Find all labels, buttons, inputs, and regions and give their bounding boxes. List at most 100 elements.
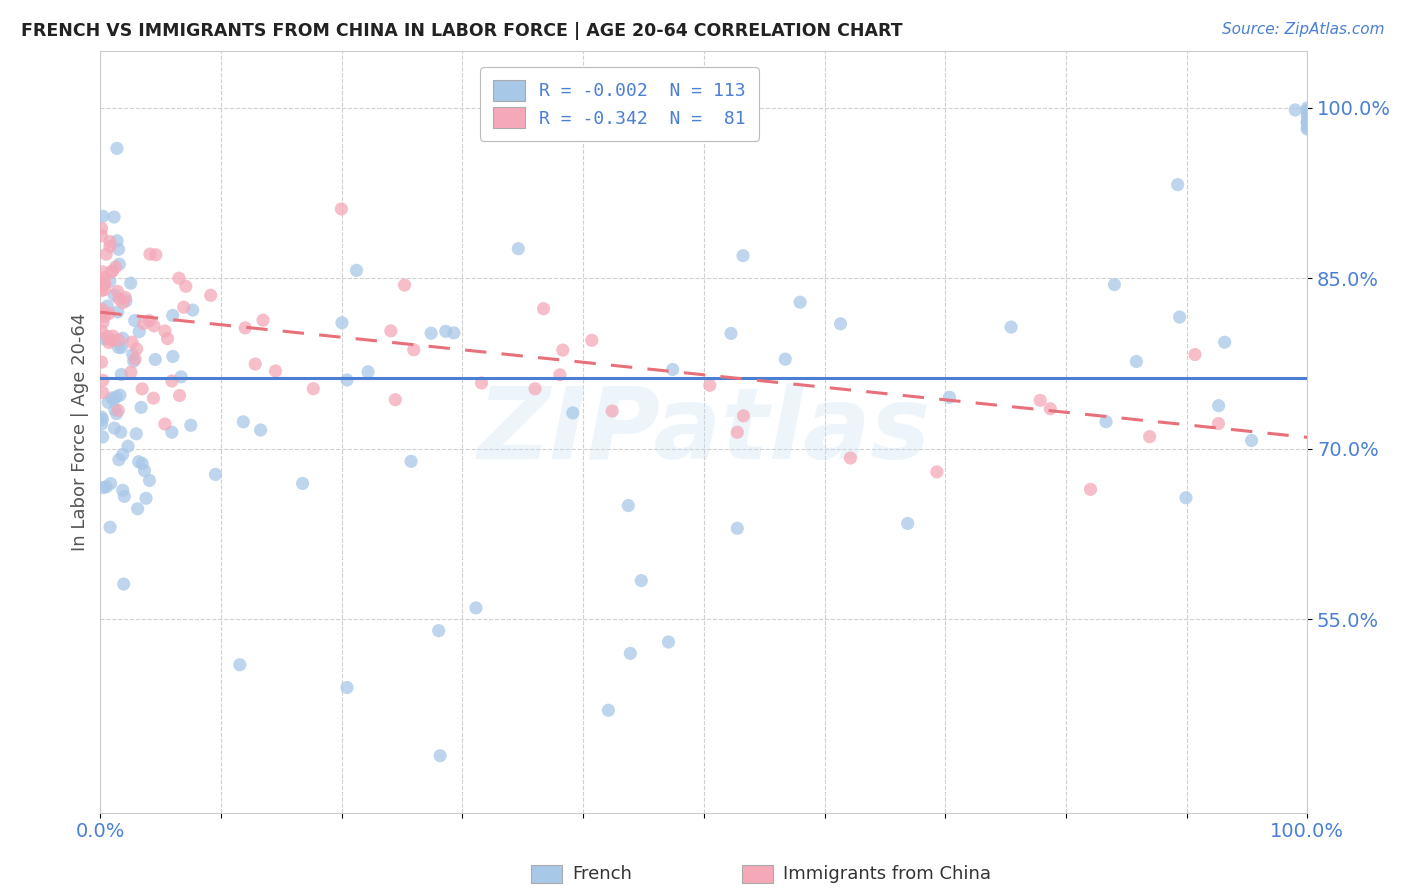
Point bbox=[105, 234, 128, 248]
Point bbox=[170, 370, 193, 384]
Point bbox=[98, 235, 121, 249]
Point bbox=[90, 284, 112, 298]
Text: FRENCH VS IMMIGRANTS FROM CHINA IN LABOR FORCE | AGE 20-64 CORRELATION CHART: FRENCH VS IMMIGRANTS FROM CHINA IN LABOR… bbox=[21, 22, 903, 40]
Point bbox=[97, 332, 120, 346]
Point bbox=[103, 288, 125, 302]
Point bbox=[630, 574, 652, 588]
Point bbox=[1000, 320, 1022, 334]
Point bbox=[97, 306, 120, 320]
Point bbox=[132, 317, 155, 331]
Point bbox=[1296, 103, 1319, 118]
Point bbox=[112, 295, 135, 310]
Point bbox=[125, 426, 148, 441]
Point bbox=[90, 221, 112, 235]
Point bbox=[131, 457, 153, 471]
Point bbox=[107, 333, 129, 347]
Point bbox=[111, 483, 134, 498]
Point bbox=[91, 481, 114, 495]
Point bbox=[346, 263, 368, 277]
Point bbox=[731, 249, 754, 263]
Point bbox=[508, 242, 530, 256]
Y-axis label: In Labor Force | Age 20-64: In Labor Force | Age 20-64 bbox=[72, 312, 89, 550]
Point bbox=[143, 352, 166, 367]
Point bbox=[720, 326, 742, 341]
Point bbox=[145, 248, 167, 262]
Point bbox=[107, 285, 129, 299]
Point bbox=[101, 329, 124, 343]
Point bbox=[96, 299, 118, 313]
Point bbox=[789, 295, 811, 310]
Point bbox=[1039, 401, 1062, 416]
Point bbox=[121, 347, 143, 361]
Point bbox=[103, 210, 125, 224]
Point bbox=[167, 271, 190, 285]
Point bbox=[330, 202, 353, 216]
Point bbox=[100, 265, 122, 279]
Point bbox=[91, 385, 114, 400]
Point bbox=[1029, 393, 1052, 408]
Point bbox=[617, 499, 640, 513]
Point bbox=[1208, 417, 1230, 431]
Point bbox=[357, 365, 380, 379]
Point bbox=[90, 324, 112, 338]
Point bbox=[1213, 335, 1236, 350]
Point bbox=[1296, 120, 1319, 135]
Point bbox=[204, 467, 226, 482]
Point bbox=[110, 425, 132, 440]
Text: French: French bbox=[572, 865, 633, 883]
Point bbox=[434, 324, 457, 338]
Point bbox=[96, 329, 118, 343]
Point bbox=[1139, 430, 1161, 444]
Point bbox=[108, 388, 131, 402]
Point bbox=[107, 403, 129, 417]
Point bbox=[180, 418, 202, 433]
Point bbox=[139, 247, 162, 261]
Point bbox=[91, 412, 114, 426]
Point bbox=[733, 409, 755, 423]
Point bbox=[96, 247, 118, 261]
Point bbox=[533, 301, 555, 316]
Point bbox=[98, 520, 121, 534]
Point bbox=[127, 501, 149, 516]
Point bbox=[108, 292, 131, 306]
Point bbox=[105, 407, 128, 421]
Point bbox=[90, 228, 112, 243]
Point bbox=[1296, 115, 1319, 129]
Point bbox=[291, 476, 314, 491]
Point bbox=[1095, 415, 1118, 429]
Point bbox=[160, 374, 183, 388]
Point bbox=[420, 326, 443, 341]
Point bbox=[97, 395, 120, 409]
Point bbox=[443, 326, 465, 340]
Point bbox=[1168, 310, 1191, 324]
Point bbox=[93, 270, 115, 285]
Point bbox=[103, 392, 125, 407]
Point bbox=[245, 357, 267, 371]
Point bbox=[105, 390, 128, 404]
Point bbox=[925, 465, 948, 479]
Point bbox=[153, 324, 176, 338]
Point bbox=[1296, 115, 1319, 129]
Point bbox=[93, 310, 115, 324]
Point bbox=[470, 376, 492, 390]
Point bbox=[129, 401, 152, 415]
Point bbox=[128, 325, 150, 339]
Point bbox=[1296, 106, 1319, 120]
Point bbox=[122, 354, 145, 368]
Point bbox=[725, 521, 748, 535]
Point bbox=[1296, 101, 1319, 115]
Legend: R = -0.002  N = 113, R = -0.342  N =  81: R = -0.002 N = 113, R = -0.342 N = 81 bbox=[479, 67, 759, 141]
Point bbox=[1296, 122, 1319, 136]
Point bbox=[93, 277, 115, 291]
Point bbox=[162, 350, 184, 364]
Point bbox=[103, 421, 125, 435]
Point bbox=[162, 309, 184, 323]
Point bbox=[1240, 434, 1263, 448]
Point bbox=[91, 315, 114, 329]
Point bbox=[399, 454, 422, 468]
Point bbox=[830, 317, 852, 331]
Point bbox=[101, 334, 124, 348]
Point bbox=[775, 352, 797, 367]
Point bbox=[125, 342, 148, 356]
Point bbox=[380, 324, 402, 338]
